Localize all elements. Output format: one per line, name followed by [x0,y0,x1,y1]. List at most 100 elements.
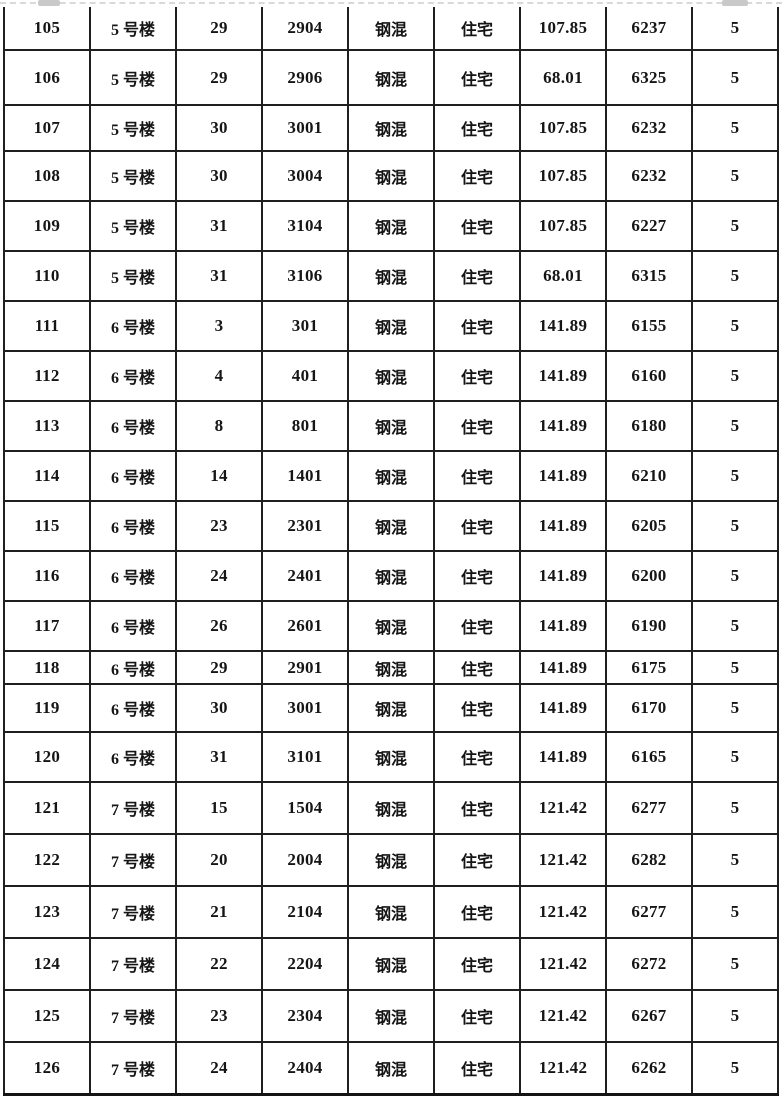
table-cell: 钢混 [347,250,435,302]
table-cell: 30 [175,150,263,202]
table-cell: 6 号楼 [89,550,177,602]
table-cell: 钢混 [347,300,435,352]
table-cell: 141.89 [519,500,607,552]
table-cell: 6232 [605,150,693,202]
table-cell: 钢混 [347,400,435,452]
table-cell: 5 [691,781,779,835]
table-cell: 112 [3,350,91,402]
table-cell: 6262 [605,1041,693,1096]
table-cell: 21 [175,885,263,939]
table-cell: 2401 [261,550,349,602]
table-row: 126 7 号楼 24 2404 钢混 住宅 121.42 6262 5 [3,1041,779,1096]
table-row: 124 7 号楼 22 2204 钢混 住宅 121.42 6272 5 [3,937,779,991]
table-cell: 121.42 [519,833,607,887]
table-cell: 107 [3,104,91,152]
table-cell: 22 [175,937,263,991]
table-row: 113 6 号楼 8 801 钢混 住宅 141.89 6180 5 [3,400,779,452]
table-cell: 29 [175,7,263,51]
table-cell: 24 [175,550,263,602]
table-cell: 118 [3,650,91,685]
table-cell: 住宅 [433,400,521,452]
table-cell: 6180 [605,400,693,452]
table-cell: 钢混 [347,104,435,152]
table-cell: 113 [3,400,91,452]
table-cell: 钢混 [347,600,435,652]
table-cell: 钢混 [347,500,435,552]
table-cell: 住宅 [433,989,521,1043]
table-cell: 住宅 [433,200,521,252]
table-row: 114 6 号楼 14 1401 钢混 住宅 141.89 6210 5 [3,450,779,502]
table-cell: 7 号楼 [89,1041,177,1096]
table-cell: 6282 [605,833,693,887]
table-cell: 301 [261,300,349,352]
table-cell: 117 [3,600,91,652]
table-cell: 6175 [605,650,693,685]
table-cell: 107.85 [519,7,607,51]
table-cell: 钢混 [347,150,435,202]
table-cell: 5 号楼 [89,150,177,202]
table-cell: 105 [3,7,91,51]
table-cell: 5 [691,104,779,152]
table-cell: 钢混 [347,989,435,1043]
table-cell: 钢混 [347,49,435,106]
table-cell: 24 [175,1041,263,1096]
table-cell: 6 号楼 [89,731,177,783]
table-cell: 5 [691,200,779,252]
table-cell: 3104 [261,200,349,252]
table-cell: 141.89 [519,350,607,402]
table-cell: 5 号楼 [89,49,177,106]
table-cell: 6 号楼 [89,650,177,685]
table-cell: 801 [261,400,349,452]
table-row: 112 6 号楼 4 401 钢混 住宅 141.89 6160 5 [3,350,779,402]
table-cell: 6267 [605,989,693,1043]
table-cell: 5 [691,7,779,51]
table-cell: 31 [175,731,263,783]
table-cell: 住宅 [433,650,521,685]
table-row: 123 7 号楼 21 2104 钢混 住宅 121.42 6277 5 [3,885,779,939]
table-cell: 6190 [605,600,693,652]
table-cell: 住宅 [433,781,521,835]
table-cell: 住宅 [433,937,521,991]
table-cell: 121.42 [519,885,607,939]
table-row: 115 6 号楼 23 2301 钢混 住宅 141.89 6205 5 [3,500,779,552]
table-cell: 121.42 [519,989,607,1043]
table-cell: 5 [691,450,779,502]
table-cell: 7 号楼 [89,885,177,939]
table-body: 105 5 号楼 29 2904 钢混 住宅 107.85 6237 5 106 5 号楼 29 290… [3,7,779,1096]
table-cell: 5 [691,937,779,991]
table-row: 106 5 号楼 29 2906 钢混 住宅 68.01 6325 5 [3,49,779,106]
table-row: 110 5 号楼 31 3106 钢混 住宅 68.01 6315 5 [3,250,779,302]
table-cell: 住宅 [433,450,521,502]
table-cell: 114 [3,450,91,502]
table-cell: 125 [3,989,91,1043]
table-cell: 住宅 [433,7,521,51]
table-cell: 住宅 [433,250,521,302]
table-cell: 1401 [261,450,349,502]
table-cell: 15 [175,781,263,835]
table-row: 119 6 号楼 30 3001 钢混 住宅 141.89 6170 5 [3,683,779,733]
table-cell: 6272 [605,937,693,991]
table-cell: 120 [3,731,91,783]
table-cell: 119 [3,683,91,733]
table-cell: 14 [175,450,263,502]
table-cell: 钢混 [347,550,435,602]
table-cell: 5 号楼 [89,200,177,252]
table-cell: 31 [175,200,263,252]
table-cell: 30 [175,104,263,152]
table-cell: 3 [175,300,263,352]
table-cell: 121 [3,781,91,835]
table-cell: 5 [691,731,779,783]
table-cell: 钢混 [347,833,435,887]
table-cell: 2301 [261,500,349,552]
table-cell: 5 [691,833,779,887]
table-cell: 5 [691,885,779,939]
table-cell: 7 号楼 [89,937,177,991]
table-cell: 31 [175,250,263,302]
table-cell: 钢混 [347,885,435,939]
table-row: 108 5 号楼 30 3004 钢混 住宅 107.85 6232 5 [3,150,779,202]
table-cell: 6325 [605,49,693,106]
table-cell: 钢混 [347,450,435,502]
table-cell: 6277 [605,885,693,939]
table-cell: 6 号楼 [89,683,177,733]
table-cell: 5 [691,400,779,452]
